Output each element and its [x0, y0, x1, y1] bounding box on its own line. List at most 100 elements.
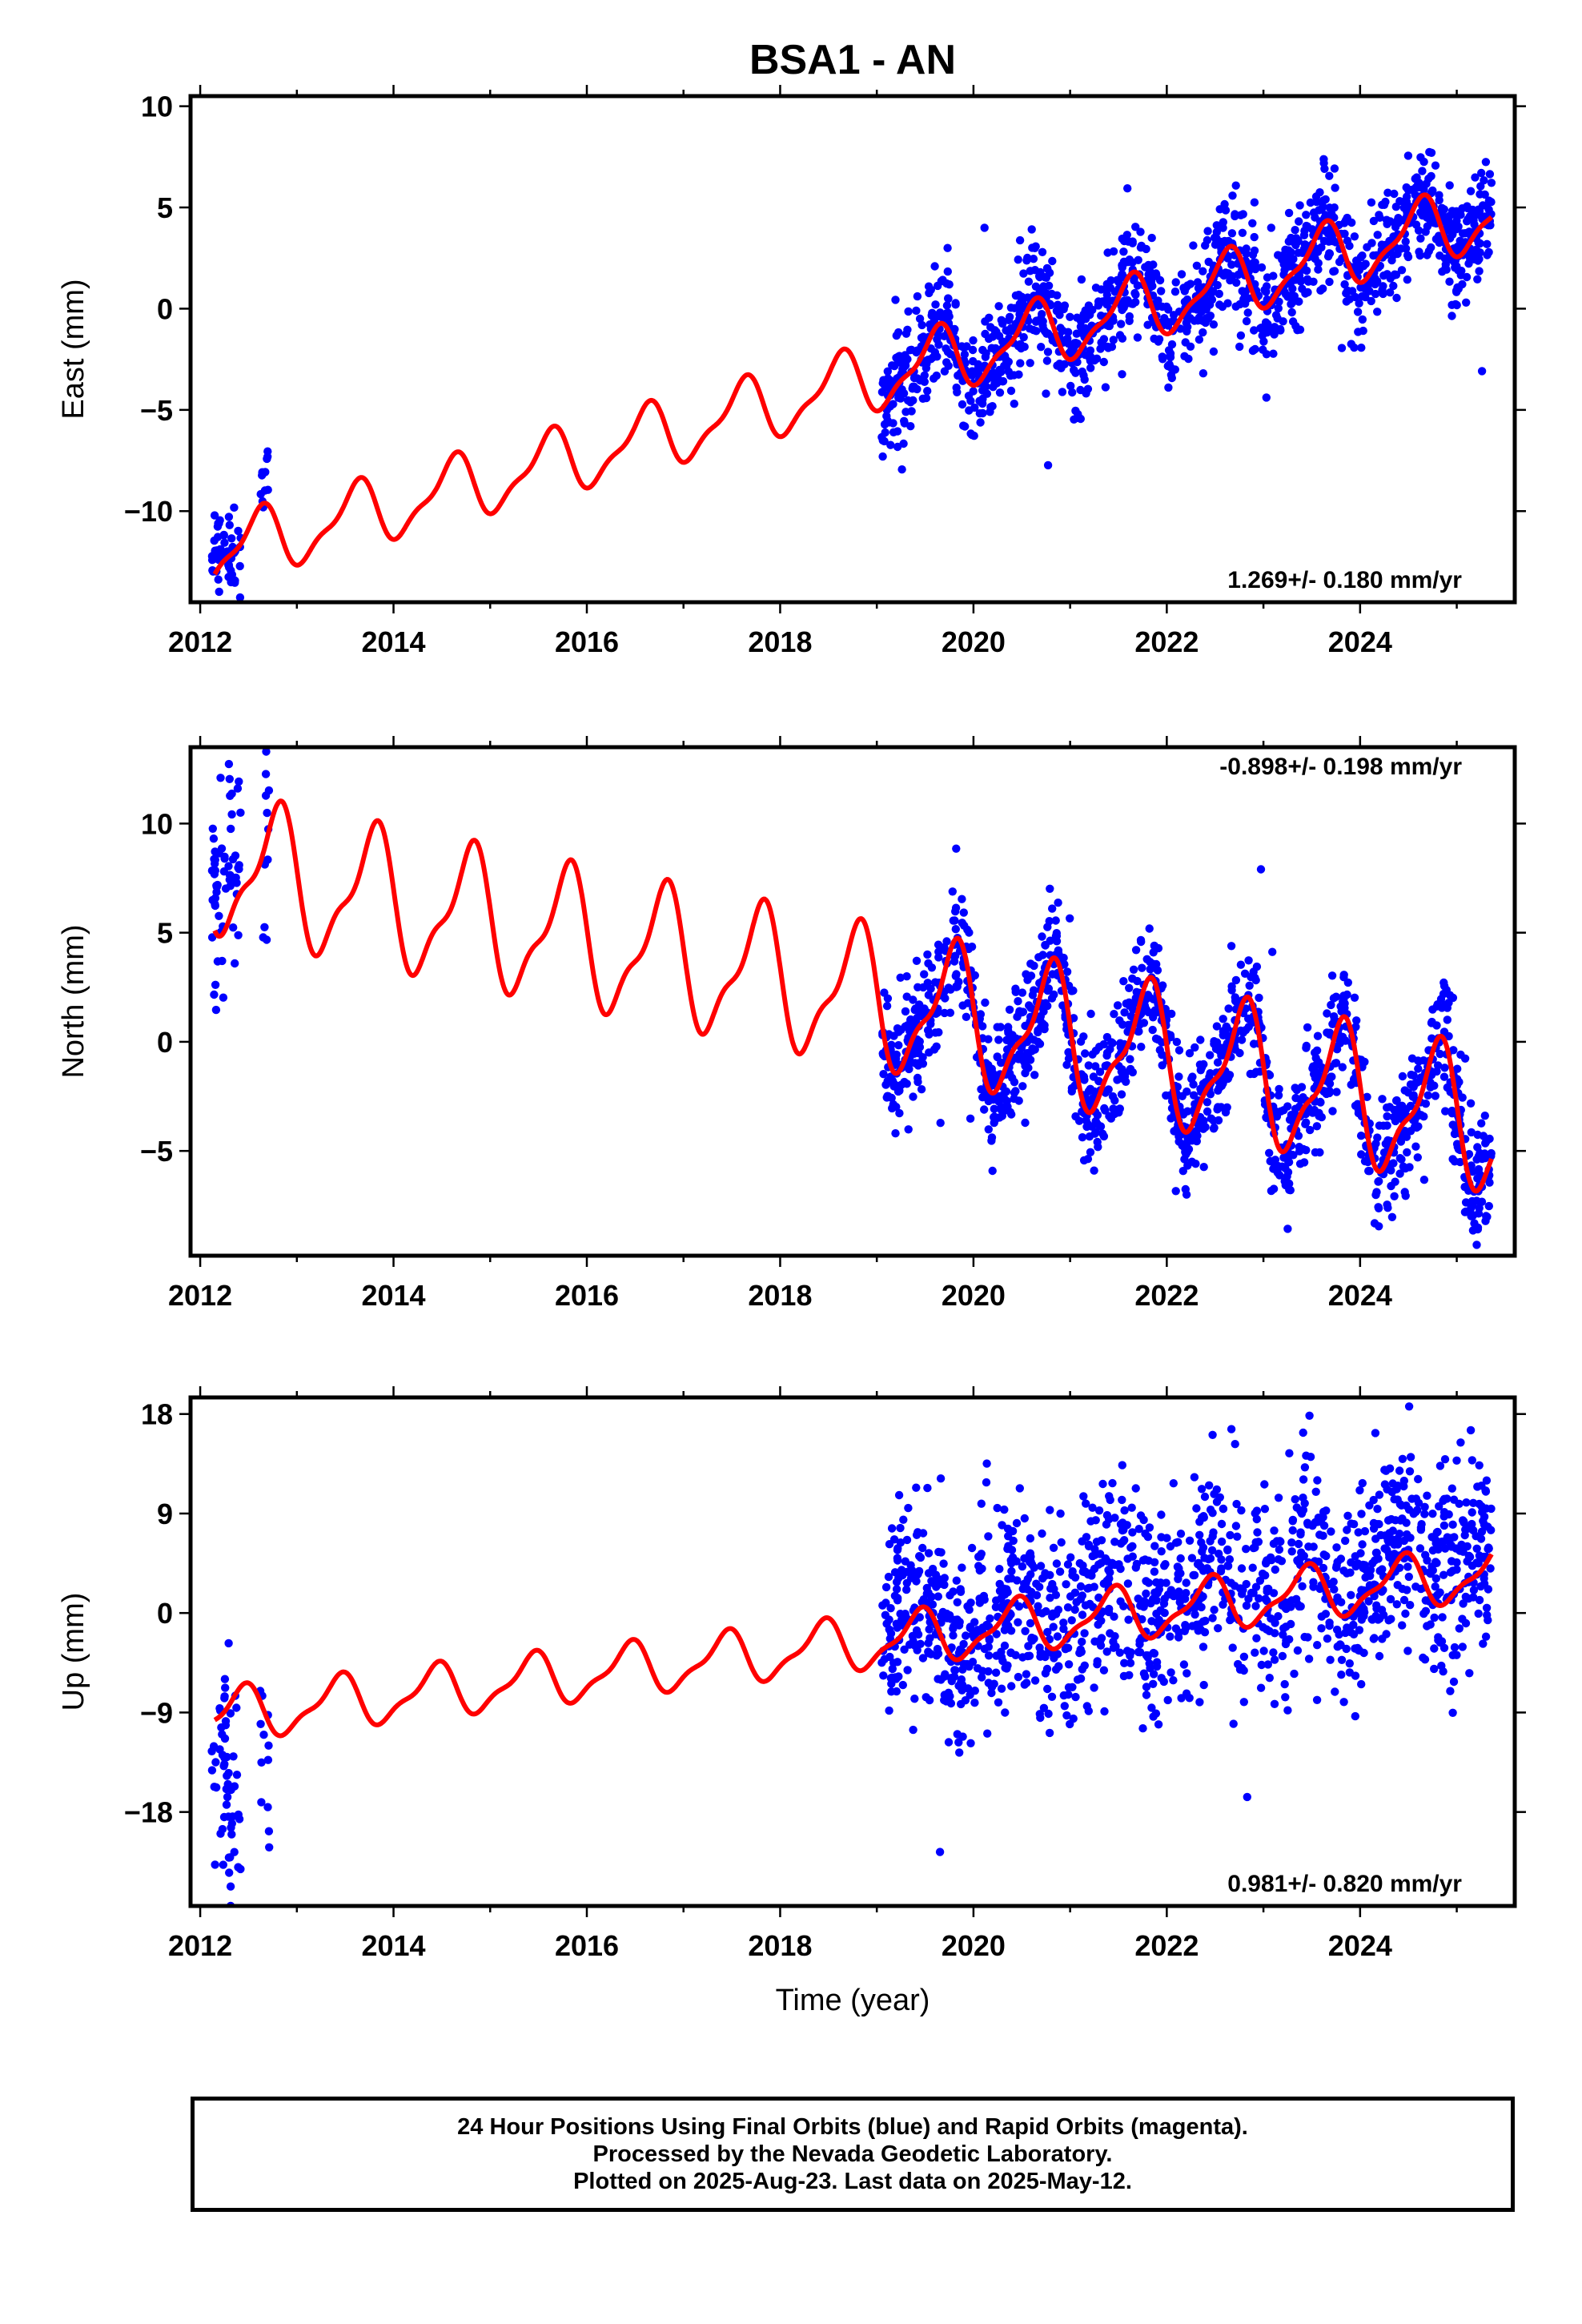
- up-data-point: [1120, 1659, 1129, 1667]
- up-data-point: [966, 1598, 975, 1607]
- east-data-point: [901, 351, 909, 360]
- east-y-tick-label: 5: [157, 191, 173, 224]
- up-data-point: [1332, 1625, 1342, 1634]
- up-data-point: [1059, 1691, 1069, 1700]
- north-data-point: [1291, 1093, 1300, 1103]
- east-data-point: [1215, 300, 1224, 309]
- east-data-point: [1099, 357, 1109, 367]
- up-data-point: [1084, 1542, 1094, 1551]
- up-data-point: [881, 1582, 891, 1592]
- east-data-point: [1445, 277, 1454, 286]
- up-data-point: [1274, 1494, 1283, 1502]
- east-data-point: [1183, 323, 1192, 332]
- east-data-point: [1201, 318, 1211, 328]
- east-data-point: [1097, 312, 1106, 320]
- up-data-point: [936, 1474, 946, 1483]
- north-data-point: [1167, 1009, 1176, 1019]
- up-data-point: [885, 1706, 893, 1715]
- up-data-point: [1063, 1603, 1073, 1612]
- north-data-point: [932, 1042, 941, 1051]
- up-data-point: [1063, 1560, 1073, 1569]
- north-data-point: [1399, 1162, 1408, 1171]
- up-data-point: [1049, 1622, 1058, 1631]
- east-data-point: [1475, 267, 1484, 275]
- east-data-point: [1123, 184, 1132, 193]
- north-x-tick-label: 2018: [748, 1279, 812, 1312]
- north-data-point: [1206, 1090, 1215, 1099]
- up-data-point: [1414, 1474, 1423, 1484]
- up-data-point: [1020, 1680, 1030, 1689]
- north-data-point: [216, 774, 225, 782]
- up-x-tick-label: 2024: [1328, 1929, 1392, 1962]
- east-data-point: [1300, 240, 1310, 249]
- up-data-point: [1143, 1532, 1153, 1542]
- north-data-point: [1325, 1080, 1335, 1088]
- up-data-point: [995, 1586, 1005, 1596]
- east-data-point: [1392, 293, 1401, 303]
- up-data-point: [1398, 1514, 1407, 1523]
- up-data-point: [1343, 1526, 1351, 1534]
- up-data-point: [896, 1523, 905, 1533]
- up-data-point: [1420, 1502, 1429, 1512]
- north-data-point: [1191, 1043, 1199, 1052]
- up-data-point: [1149, 1648, 1158, 1658]
- north-data-point: [213, 957, 223, 966]
- up-data-point: [892, 1585, 901, 1594]
- east-data-point: [1004, 316, 1014, 324]
- north-data-point: [1069, 986, 1078, 995]
- up-data-point: [1283, 1706, 1292, 1715]
- up-data-point: [918, 1654, 928, 1663]
- up-data-point: [1456, 1438, 1465, 1447]
- east-data-point: [945, 280, 954, 289]
- north-data-point: [936, 1119, 945, 1128]
- up-data-point: [1080, 1661, 1090, 1670]
- north-data-point: [944, 983, 954, 992]
- up-data-point: [1293, 1646, 1303, 1655]
- up-data-point: [903, 1666, 912, 1675]
- up-data-point: [1134, 1525, 1143, 1534]
- up-data-point: [924, 1638, 933, 1647]
- north-data-point: [1010, 1078, 1019, 1087]
- north-data-point: [1440, 1063, 1449, 1072]
- up-data-point: [1299, 1494, 1307, 1502]
- up-data-point: [1349, 1630, 1359, 1639]
- up-data-point: [257, 1758, 266, 1767]
- east-data-point: [1257, 263, 1267, 272]
- up-data-point: [219, 1812, 229, 1822]
- east-data-point: [915, 314, 925, 324]
- up-data-point: [1428, 1510, 1437, 1518]
- east-data-point: [1118, 370, 1126, 379]
- north-data-point: [1482, 1212, 1491, 1220]
- up-data-point: [1476, 1534, 1486, 1543]
- up-data-point: [950, 1672, 959, 1681]
- east-data-point: [953, 388, 962, 396]
- up-data-point: [1475, 1595, 1484, 1605]
- up-data-point: [1448, 1566, 1457, 1575]
- up-data-point: [1313, 1641, 1322, 1650]
- up-data-point: [904, 1503, 913, 1513]
- up-data-point: [1304, 1655, 1314, 1663]
- north-data-point: [1303, 1023, 1312, 1032]
- east-data-point: [263, 447, 272, 456]
- east-data-point: [967, 430, 977, 440]
- east-data-point: [1321, 195, 1330, 204]
- north-data-point: [1352, 1016, 1361, 1025]
- east-data-point: [1293, 326, 1302, 335]
- east-data-point: [959, 343, 969, 352]
- up-data-point: [1126, 1648, 1135, 1657]
- east-data-point: [1317, 243, 1326, 252]
- up-data-point: [1411, 1494, 1421, 1503]
- up-data-point: [1052, 1559, 1062, 1568]
- east-data-point: [1465, 227, 1474, 236]
- up-data-point: [1361, 1573, 1370, 1582]
- north-data-point: [1005, 1005, 1014, 1015]
- east-data-point: [943, 243, 952, 252]
- up-data-point: [1447, 1484, 1457, 1493]
- north-data-point: [1084, 1061, 1094, 1070]
- up-data-point: [1435, 1502, 1443, 1511]
- east-data-point: [1170, 287, 1180, 296]
- east-data-point: [1059, 304, 1068, 314]
- east-data-point: [1345, 241, 1354, 251]
- up-data-point: [1147, 1703, 1156, 1712]
- east-data-point: [1276, 326, 1285, 335]
